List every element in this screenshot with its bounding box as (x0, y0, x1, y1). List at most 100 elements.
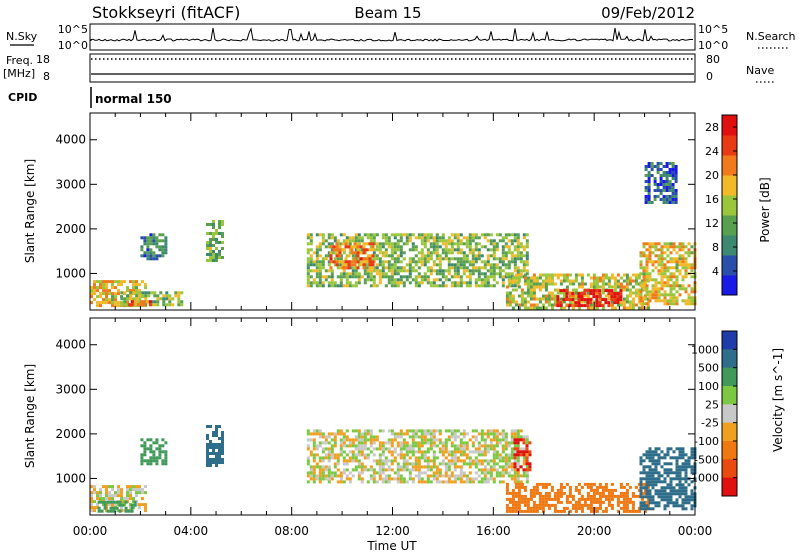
power-echo-cell (580, 273, 584, 277)
velocity-echo-cell (360, 453, 364, 457)
velocity-echo-cell (411, 435, 415, 439)
velocity-echo-cell (660, 495, 664, 499)
power-echo-cell (486, 239, 490, 243)
power-echo-cell (378, 245, 382, 249)
velocity-echo-cell (312, 447, 316, 451)
power-echo-cell (662, 198, 666, 201)
power-echo-cell (522, 269, 526, 273)
power-echo-cell (480, 245, 484, 249)
power-echo-cell (519, 245, 523, 249)
power-echo-cell (504, 266, 508, 270)
power-echo-cell (143, 242, 147, 246)
power-echo-cell (504, 245, 508, 249)
velocity-echo-cell (477, 453, 481, 457)
power-ytick-label: 4000 (55, 133, 86, 147)
velocity-echo-cell (625, 491, 629, 495)
power-echo-cell (180, 300, 184, 304)
power-echo-cell (324, 245, 328, 249)
power-echo-cell (335, 242, 339, 246)
velocity-echo-cell (544, 482, 548, 486)
velocity-echo-cell (535, 488, 539, 492)
velocity-echo-cell (663, 504, 667, 508)
velocity-echo-cell (90, 500, 93, 504)
power-echo-cell (426, 239, 430, 243)
power-echo-cell (371, 266, 375, 270)
velocity-echo-cell (654, 459, 658, 463)
power-echo-cell (622, 285, 626, 289)
velocity-echo-cell (483, 477, 487, 481)
power-echo-cell (480, 233, 484, 237)
velocity-echo-cell (504, 453, 508, 457)
velocity-echo-cell (393, 456, 397, 460)
velocity-echo-cell (646, 497, 650, 501)
velocity-echo-cell (161, 462, 165, 466)
velocity-echo-cell (483, 450, 487, 454)
power-echo-cell (580, 276, 584, 280)
power-echo-cell (613, 276, 617, 280)
power-echo-cell (362, 251, 366, 255)
power-echo-cell (102, 283, 105, 287)
power-echo-cell (669, 296, 673, 300)
velocity-echo-cell (456, 450, 460, 454)
power-echo-cell (511, 300, 515, 304)
power-echo-cell (647, 165, 651, 168)
power-echo-cell (143, 236, 147, 240)
power-echo-cell (492, 257, 496, 261)
power-echo-cell (631, 306, 635, 310)
power-echo-cell (348, 272, 352, 276)
velocity-echo-cell (648, 489, 652, 493)
power-echo-cell (450, 263, 454, 267)
velocity-echo-cell (520, 482, 524, 486)
power-echo-cell (660, 266, 664, 270)
velocity-echo-cell (126, 494, 129, 498)
velocity-echo-cell (547, 491, 551, 495)
power-echo-cell (526, 288, 530, 292)
velocity-echo-cell (396, 471, 400, 475)
velocity-echo-cell (556, 497, 560, 501)
power-echo-cell (657, 269, 661, 273)
power-echo-cell (468, 248, 472, 252)
velocity-echo-cell (345, 453, 349, 457)
power-echo-cell (674, 168, 678, 171)
power-echo-cell (426, 236, 430, 240)
power-echo-cell (662, 195, 666, 198)
power-echo-cell (102, 301, 105, 305)
velocity-echo-cell (507, 453, 511, 457)
velocity-echo-cell (351, 459, 355, 463)
velocity-echo-cell (642, 477, 646, 481)
velocity-echo-cell (429, 432, 433, 436)
velocity-echo-cell (595, 509, 599, 513)
velocity-echo-cell (669, 480, 673, 484)
power-echo-cell (462, 272, 466, 276)
velocity-echo-cell (417, 462, 421, 466)
power-echo-cell (663, 242, 667, 246)
power-echo-cell (345, 275, 349, 279)
velocity-echo-cell (690, 495, 694, 499)
velocity-echo-cell (565, 494, 569, 498)
power-echo-cell (402, 284, 406, 288)
power-echo-cell (435, 236, 439, 240)
velocity-echo-cell (592, 500, 596, 504)
velocity-echo-cell (318, 480, 322, 484)
power-echo-cell (523, 291, 527, 295)
power-echo-cell (218, 223, 221, 226)
velocity-echo-cell (538, 494, 542, 498)
power-echo-cell (663, 272, 667, 276)
velocity-echo-cell (577, 503, 581, 507)
velocity-echo-cell (571, 497, 575, 501)
velocity-echo-cell (592, 494, 596, 498)
velocity-echo-cell (312, 468, 316, 472)
power-echo-cell (663, 245, 667, 249)
velocity-echo-cell (396, 435, 400, 439)
power-echo-cell (145, 300, 149, 304)
velocity-echo-cell (381, 465, 385, 469)
velocity-echo-cell (483, 471, 487, 475)
power-echo-cell (480, 278, 484, 282)
velocity-echo-cell (414, 459, 418, 463)
power-echo-cell (556, 276, 560, 280)
velocity-echo-cell (657, 489, 661, 493)
power-echo-cell (522, 245, 526, 249)
velocity-echo-cell (342, 462, 346, 466)
power-echo-cell (399, 266, 403, 270)
power-echo-cell (120, 295, 123, 299)
